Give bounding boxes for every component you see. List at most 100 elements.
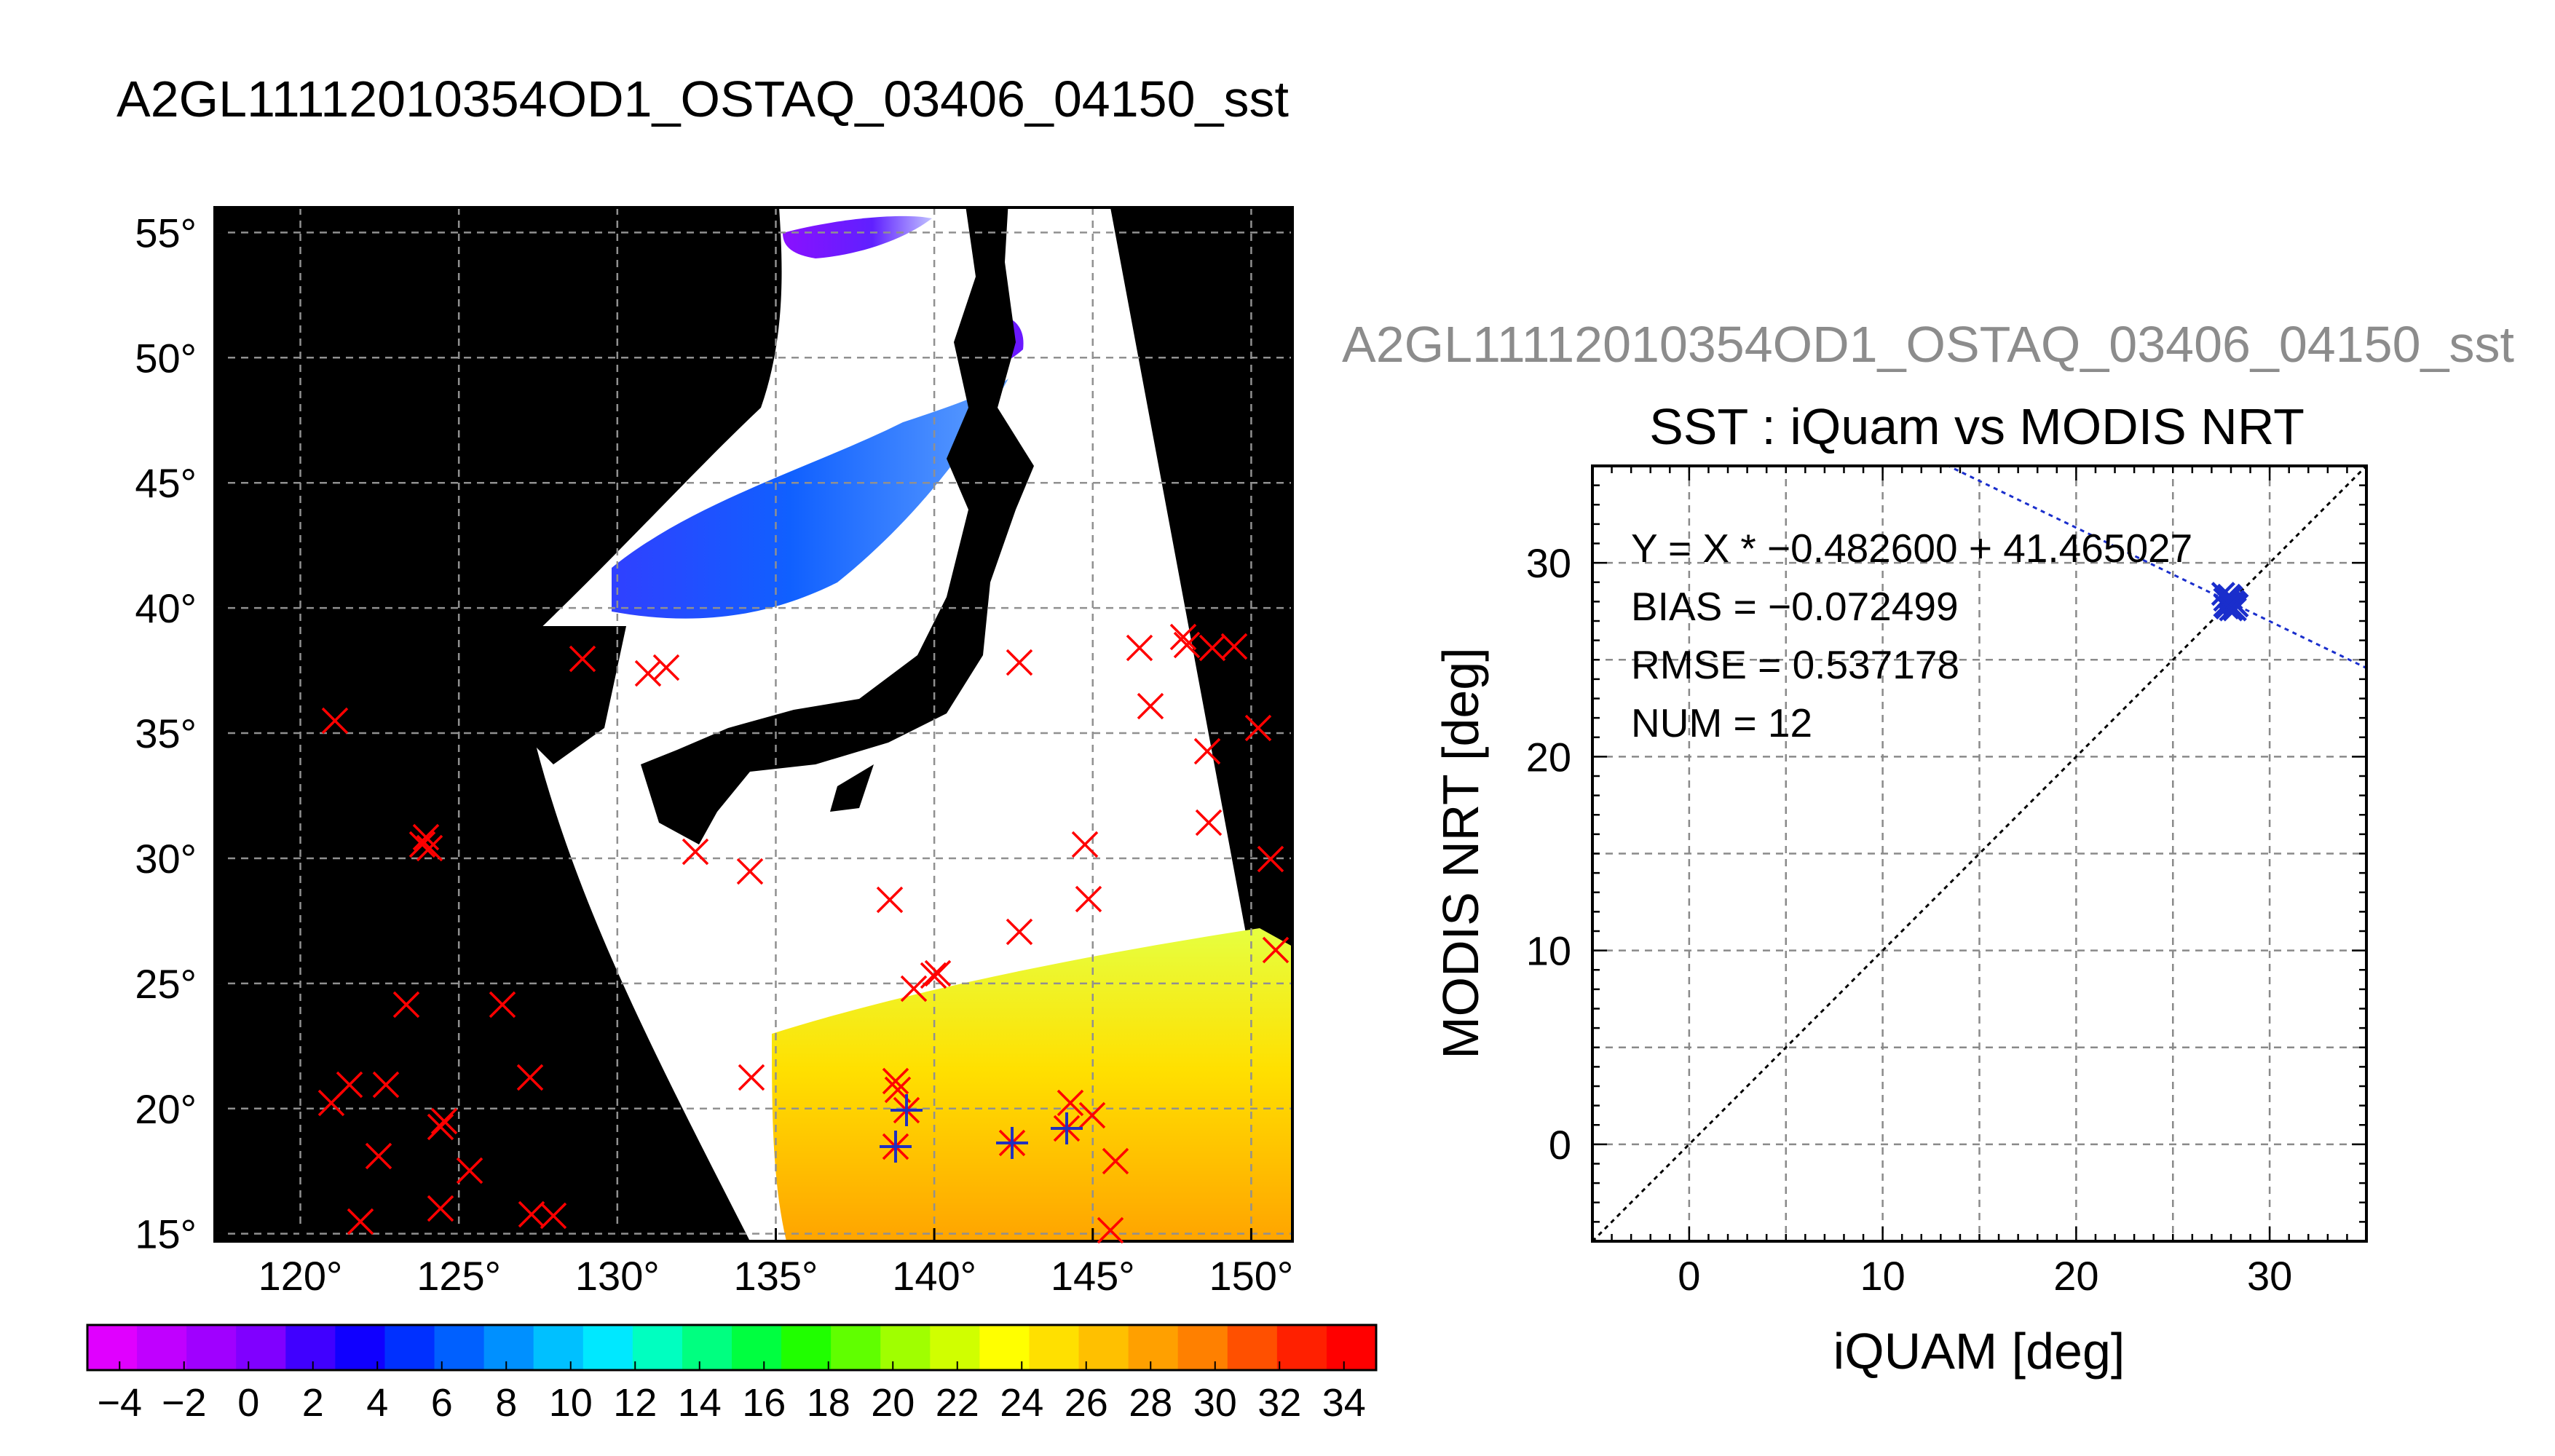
map-marker (416, 834, 443, 862)
scatter-gridlines (1592, 466, 2366, 1241)
colorbar-tick-label: −4 (97, 1381, 142, 1425)
colorbar-cell (1128, 1325, 1179, 1370)
map-marker (1097, 1216, 1124, 1244)
map-axis-ticks: 120° 125° 130° 135° 140° 145° 150° 15° 20° 25° 30°… (135, 210, 1293, 1299)
map-marker (516, 1064, 544, 1091)
map-marker (1220, 633, 1248, 660)
map-marker (900, 975, 928, 1002)
colorbar-cell (1276, 1325, 1327, 1370)
map-marker (1173, 631, 1201, 659)
map-marker (1006, 649, 1033, 676)
map-marker (924, 960, 952, 987)
scatter-suptitle: A2GL11112010354OD1_OSTAQ_03406_04150_sst (1342, 316, 2514, 373)
map-marker (738, 1064, 765, 1091)
map-match-plus (996, 1127, 1028, 1159)
map-tick-label-lon: 125° (416, 1253, 501, 1299)
scatter-tick-label-x: 10 (1860, 1253, 1905, 1299)
scatter-tick-label-y: 10 (1526, 928, 1571, 974)
fit-line (1946, 466, 2366, 669)
colorbar-tick-label: 18 (807, 1381, 850, 1425)
swath-japan-sea (612, 379, 1008, 619)
map-marker (427, 1113, 454, 1141)
colorbar-tick-label: 6 (431, 1381, 453, 1425)
colorbar-tick-label: 28 (1129, 1381, 1172, 1425)
colorbar-cell (682, 1325, 732, 1370)
stat-rmse: RMSE = 0.537178 (1631, 642, 1959, 687)
map-marker (1262, 936, 1290, 964)
map-marker (1169, 623, 1197, 651)
map-marker (1075, 885, 1102, 913)
colorbar-cell (533, 1325, 584, 1370)
colorbar-tick-label: 10 (549, 1381, 593, 1425)
map-marker (920, 962, 947, 989)
map-tick-label-lat: 20° (135, 1086, 197, 1132)
map-marker (1137, 692, 1164, 720)
map-tick-label-lat: 45° (135, 460, 197, 506)
map-marker (365, 1142, 392, 1170)
map-marker (489, 991, 516, 1018)
map-marker (652, 654, 680, 681)
land-korea (502, 626, 626, 764)
land-honshu (641, 510, 1016, 844)
colorbar-cell (632, 1325, 683, 1370)
colorbar-cell (880, 1325, 931, 1370)
colorbar-cell (831, 1325, 881, 1370)
map-tick-label-lat: 50° (135, 335, 197, 381)
map-marker (518, 1200, 545, 1228)
map-marker (882, 1067, 909, 1095)
colorbar-tick-label: 16 (742, 1381, 786, 1425)
map-tick-label-lon: 140° (892, 1253, 976, 1299)
colorbar-cell (1227, 1325, 1278, 1370)
map-marker (372, 1071, 400, 1099)
map-marker (412, 823, 440, 851)
map-marker (1257, 845, 1284, 873)
colorbar-cell (236, 1325, 286, 1370)
map-marker (427, 1195, 454, 1222)
map-tick-label-lat: 25° (135, 961, 197, 1007)
y-axis-label: MODIS NRT [deg] (1432, 647, 1489, 1059)
stat-num: NUM = 12 (1631, 700, 1812, 745)
map-marker (430, 1107, 458, 1135)
colorbar-tick-label: 0 (237, 1381, 259, 1425)
map-marker (634, 660, 662, 687)
colorbar: −4 −2 0 2 4 6 8 10 12 14 16 18 20 22 24 26 28 30 32 34 (86, 1324, 1378, 1425)
colorbar-tick-label: 2 (302, 1381, 324, 1425)
map-tick-label-lon: 150° (1209, 1253, 1293, 1299)
colorbar-frame (86, 1324, 1378, 1372)
swath-okhotsk (783, 215, 932, 258)
map-marker (1006, 918, 1033, 946)
map-marker (1193, 737, 1221, 765)
map-match-plus (1051, 1112, 1083, 1144)
map-gridlines (215, 207, 1292, 1241)
colorbar-cell (87, 1325, 138, 1370)
page-title: A2GL11112010354OD1_OSTAQ_03406_04150_sst (117, 71, 1289, 127)
sst-map: 120° 125° 130° 135° 140° 145° 150° 15° 20° 25° 30°… (135, 206, 1294, 1299)
map-tick-label-lat: 55° (135, 210, 197, 256)
map-marker (392, 991, 420, 1018)
map-tick-label-lat: 15° (135, 1211, 197, 1257)
colorbar-tick-label: 32 (1257, 1381, 1301, 1425)
colorbar-cell (930, 1325, 980, 1370)
map-marker (347, 1208, 374, 1235)
stat-fit-equation: Y = X * −0.482600 + 41.465027 (1631, 526, 2192, 571)
colorbar-tick-label: 26 (1065, 1381, 1108, 1425)
map-marker (876, 886, 904, 914)
scatter-tick-label-x: 30 (2247, 1253, 2292, 1299)
scatter-tick-label-x: 20 (2053, 1253, 2098, 1299)
scatter-tick-label-y: 20 (1526, 734, 1571, 780)
map-marker (682, 838, 709, 866)
colorbar-cell (732, 1325, 782, 1370)
land-shikoku (830, 764, 874, 812)
colorbar-tick-label: 14 (678, 1381, 722, 1425)
map-marker (1198, 634, 1226, 662)
map-buoy-markers (317, 623, 1290, 1244)
map-marker (540, 1202, 567, 1230)
map-match-plus (891, 1094, 923, 1126)
scatter-title: SST : iQuam vs MODIS NRT (1649, 398, 2305, 455)
x-axis-label: iQUAM [deg] (1833, 1323, 2125, 1380)
colorbar-tick-label: 22 (936, 1381, 979, 1425)
colorbar-tick-label: 30 (1193, 1381, 1237, 1425)
colorbar-cell (186, 1325, 237, 1370)
colorbar-cell (583, 1325, 633, 1370)
map-marker (1195, 809, 1223, 836)
